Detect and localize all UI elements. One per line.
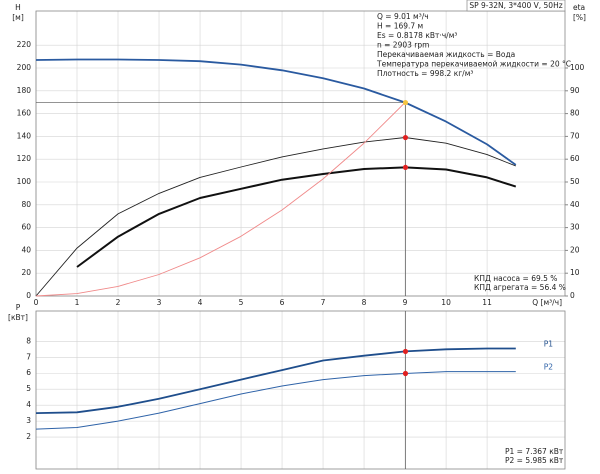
y-tick-label: 180: [17, 86, 32, 95]
x-tick-label: 3: [157, 298, 162, 307]
y-tick-label: 5: [26, 384, 31, 393]
chart-title: SP 9-32N, 3*400 V, 50Hz: [469, 1, 562, 10]
curve: [76, 166, 517, 268]
info-line: H = 169.7 м: [377, 22, 423, 31]
x-axis-label: Q [м³/ч]: [532, 298, 562, 307]
y-tick-label: 80: [21, 200, 31, 209]
y2-tick-label: 10: [570, 268, 580, 277]
curve: [35, 347, 516, 414]
y2-tick-label: 100: [570, 63, 585, 72]
plot-frame: [35, 10, 566, 297]
y-tick-label: 60: [21, 223, 31, 232]
curve-label: P1: [544, 340, 554, 349]
y-tick-label: 120: [17, 154, 32, 163]
y-tick-label: 100: [17, 177, 32, 186]
x-tick-label: 4: [198, 298, 203, 307]
duty-point: [402, 370, 409, 377]
curve: [35, 137, 516, 297]
y2-tick-label: 20: [570, 245, 580, 254]
info-line: Q = 9.01 м³/ч: [377, 12, 429, 21]
efficiency-note: КПД агрегата = 56.4 %: [474, 283, 566, 292]
y-axis-unit: [м]: [12, 13, 24, 22]
curve-label: P2: [544, 363, 554, 372]
x-tick-label: 1: [75, 298, 80, 307]
power-note: P2 = 5.985 кВт: [505, 456, 564, 465]
x-tick-label: 11: [482, 298, 492, 307]
y2-axis-label: eta: [573, 3, 585, 12]
info-line: Es = 0.8178 кВт·ч/м³: [377, 31, 457, 40]
y-tick-label: 140: [17, 131, 32, 140]
title-box: [466, 0, 566, 12]
y2-tick-label: 90: [570, 86, 580, 95]
y2-tick-label: 70: [570, 131, 580, 140]
y-tick-label: 7: [26, 352, 31, 361]
curve: [35, 58, 517, 166]
y-tick-label: 6: [26, 368, 31, 377]
x-tick-label: 6: [280, 298, 285, 307]
y-axis-label: H: [15, 3, 21, 12]
y-axis-label: P: [16, 303, 21, 312]
y-tick-label: 200: [17, 63, 32, 72]
y2-tick-label: 30: [570, 223, 580, 232]
y-tick-label: 220: [17, 40, 32, 49]
info-line: Температура перекачиваемой жидкости = 20…: [376, 60, 571, 69]
y2-axis-unit: [%]: [573, 13, 586, 22]
y2-tick-label: 0: [570, 291, 575, 300]
y-tick-label: 4: [26, 400, 31, 409]
duty-point: [402, 134, 409, 141]
info-line: Плотность = 998.2 кг/м³: [377, 69, 473, 78]
y-tick-label: 8: [26, 336, 31, 345]
y-tick-label: 2: [26, 432, 31, 441]
power-note: P1 = 7.367 кВт: [505, 447, 564, 456]
x-tick-label: 2: [116, 298, 121, 307]
y2-tick-label: 60: [570, 154, 580, 163]
plot-frame: [35, 310, 566, 470]
y-tick-label: 3: [26, 416, 31, 425]
curve: [35, 371, 516, 430]
y-tick-label: 40: [21, 245, 31, 254]
duty-point: [402, 99, 409, 106]
x-tick-label: 5: [239, 298, 244, 307]
y-axis-unit: [кВт]: [8, 313, 28, 322]
info-line: Перекачиваемая жидкость = Вода: [377, 50, 515, 59]
y2-tick-label: 50: [570, 177, 580, 186]
info-line: n = 2903 rpm: [377, 41, 429, 50]
x-tick-label: 8: [362, 298, 367, 307]
duty-point: [402, 164, 409, 171]
y2-tick-label: 40: [570, 200, 580, 209]
y-tick-label: 20: [21, 268, 31, 277]
efficiency-note: КПД насоса = 69.5 %: [474, 274, 557, 283]
duty-point: [402, 348, 409, 355]
x-tick-label: 9: [403, 298, 408, 307]
y2-tick-label: 80: [570, 109, 580, 118]
y-tick-label: 160: [17, 109, 32, 118]
y-tick-label: 0: [26, 291, 31, 300]
x-tick-label: 0: [34, 298, 39, 307]
curve: [35, 102, 406, 297]
x-tick-label: 7: [321, 298, 326, 307]
x-tick-label: 10: [441, 298, 451, 307]
